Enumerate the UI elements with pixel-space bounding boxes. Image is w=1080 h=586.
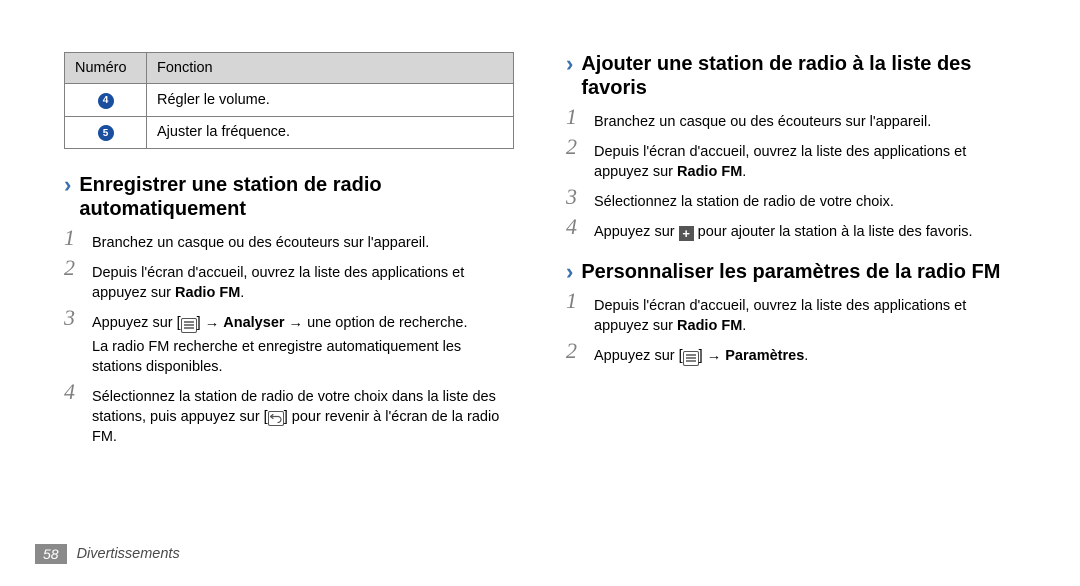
table-header-num: Numéro bbox=[65, 53, 147, 84]
step-text: Branchez un casque ou des écouteurs sur … bbox=[92, 235, 429, 251]
table-header-row: Numéro Fonction bbox=[65, 53, 514, 84]
step-item: 2 Depuis l'écran d'accueil, ouvrez la li… bbox=[64, 263, 514, 303]
step-item: 4 Appuyez sur + pour ajouter la station … bbox=[566, 222, 1016, 242]
table-cell-num: 5 bbox=[65, 116, 147, 149]
step-text-bold: Analyser bbox=[223, 315, 284, 331]
section-title: Enregistrer une station de radio automat… bbox=[79, 173, 514, 221]
step-text: ] → bbox=[197, 315, 224, 331]
right-column: › Ajouter une station de radio à la list… bbox=[566, 52, 1016, 457]
section-heading: › Enregistrer une station de radio autom… bbox=[64, 173, 514, 221]
section-title: Personnaliser les paramètres de la radio… bbox=[581, 260, 1000, 284]
chevron-right-icon: › bbox=[566, 52, 573, 76]
page-footer: 58 Divertissements bbox=[35, 544, 180, 564]
circled-number-icon: 4 bbox=[98, 93, 114, 109]
section-title: Ajouter une station de radio à la liste … bbox=[581, 52, 1016, 100]
step-text: Depuis l'écran d'accueil, ouvrez la list… bbox=[92, 265, 464, 301]
step-number: 4 bbox=[64, 382, 75, 402]
menu-icon bbox=[683, 351, 699, 366]
step-number: 1 bbox=[566, 107, 577, 127]
section-heading: › Ajouter une station de radio à la list… bbox=[566, 52, 1016, 100]
table-row: 5 Ajuster la fréquence. bbox=[65, 116, 514, 149]
step-text: → une option de recherche. bbox=[285, 315, 468, 331]
table-cell-num: 4 bbox=[65, 84, 147, 117]
step-text: . bbox=[804, 348, 808, 364]
table-cell-func: Régler le volume. bbox=[147, 84, 514, 117]
step-subline: La radio FM recherche et enregistre auto… bbox=[92, 337, 514, 377]
steps-list: 1 Depuis l'écran d'accueil, ouvrez la li… bbox=[566, 296, 1016, 366]
steps-list: 1 Branchez un casque ou des écouteurs su… bbox=[566, 112, 1016, 242]
left-column: Numéro Fonction 4 Régler le volume. 5 Aj… bbox=[64, 52, 514, 457]
step-item: 3 Appuyez sur [] → Analyser → une option… bbox=[64, 313, 514, 377]
step-text-bold: Radio FM bbox=[677, 164, 742, 180]
step-item: 2 Appuyez sur [] → Paramètres. bbox=[566, 346, 1016, 366]
step-text-bold: Paramètres bbox=[725, 348, 804, 364]
footer-section-label: Divertissements bbox=[77, 546, 180, 562]
step-text: pour ajouter la station à la liste des f… bbox=[694, 224, 973, 240]
step-number: 1 bbox=[566, 291, 577, 311]
step-item: 1 Depuis l'écran d'accueil, ouvrez la li… bbox=[566, 296, 1016, 336]
step-number: 3 bbox=[64, 308, 75, 328]
step-text: . bbox=[742, 318, 746, 334]
section-heading: › Personnaliser les paramètres de la rad… bbox=[566, 260, 1016, 284]
table-cell-func: Ajuster la fréquence. bbox=[147, 116, 514, 149]
step-number: 3 bbox=[566, 187, 577, 207]
chevron-right-icon: › bbox=[64, 173, 71, 197]
step-item: 1 Branchez un casque ou des écouteurs su… bbox=[566, 112, 1016, 132]
step-item: 4 Sélectionnez la station de radio de vo… bbox=[64, 387, 514, 447]
step-number: 2 bbox=[566, 341, 577, 361]
step-text: . bbox=[240, 285, 244, 301]
chevron-right-icon: › bbox=[566, 260, 573, 284]
step-number: 1 bbox=[64, 228, 75, 248]
step-number: 4 bbox=[566, 217, 577, 237]
steps-list: 1 Branchez un casque ou des écouteurs su… bbox=[64, 233, 514, 447]
page-number: 58 bbox=[35, 544, 67, 564]
table-row: 4 Régler le volume. bbox=[65, 84, 514, 117]
step-text: Appuyez sur bbox=[594, 224, 679, 240]
table-header-func: Fonction bbox=[147, 53, 514, 84]
step-item: 2 Depuis l'écran d'accueil, ouvrez la li… bbox=[566, 142, 1016, 182]
step-text: . bbox=[742, 164, 746, 180]
step-text-bold: Radio FM bbox=[677, 318, 742, 334]
step-text: Depuis l'écran d'accueil, ouvrez la list… bbox=[594, 144, 966, 180]
circled-number-icon: 5 bbox=[98, 125, 114, 141]
step-text: ] → bbox=[699, 348, 726, 364]
plus-icon: + bbox=[679, 226, 694, 241]
step-number: 2 bbox=[566, 137, 577, 157]
step-text: Depuis l'écran d'accueil, ouvrez la list… bbox=[594, 298, 966, 334]
step-item: 1 Branchez un casque ou des écouteurs su… bbox=[64, 233, 514, 253]
back-icon bbox=[268, 411, 284, 426]
step-number: 2 bbox=[64, 258, 75, 278]
function-table: Numéro Fonction 4 Régler le volume. 5 Aj… bbox=[64, 52, 514, 149]
step-text: Appuyez sur [ bbox=[92, 315, 181, 331]
step-text: Branchez un casque ou des écouteurs sur … bbox=[594, 114, 931, 130]
step-item: 3 Sélectionnez la station de radio de vo… bbox=[566, 192, 1016, 212]
two-column-layout: Numéro Fonction 4 Régler le volume. 5 Aj… bbox=[64, 52, 1016, 457]
menu-icon bbox=[181, 318, 197, 333]
step-text: Sélectionnez la station de radio de votr… bbox=[594, 194, 894, 210]
step-text-bold: Radio FM bbox=[175, 285, 240, 301]
step-text: Appuyez sur [ bbox=[594, 348, 683, 364]
page: Numéro Fonction 4 Régler le volume. 5 Aj… bbox=[0, 0, 1080, 586]
